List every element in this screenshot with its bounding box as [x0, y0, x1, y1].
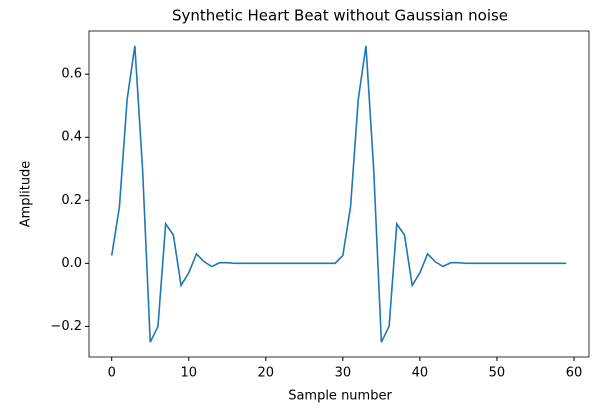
- chart-title: Synthetic Heart Beat without Gaussian no…: [172, 7, 508, 25]
- x-tick-label: 30: [335, 366, 352, 381]
- x-tick-label: 0: [108, 366, 116, 381]
- plot-frame: [88, 30, 590, 358]
- y-tick-label: 0.2: [61, 193, 82, 208]
- x-tick-label: 10: [180, 366, 197, 381]
- y-axis-label: Amplitude: [19, 161, 34, 228]
- y-tick-label: 0.0: [61, 256, 82, 271]
- x-tick-label: 20: [258, 366, 275, 381]
- x-tick-label: 40: [412, 366, 429, 381]
- y-tick-label: 0.4: [61, 130, 82, 145]
- y-tick-label: 0.6: [61, 67, 82, 82]
- data-line: [110, 45, 567, 343]
- x-tick-label: 60: [566, 366, 583, 381]
- x-axis-label: Sample number: [288, 389, 392, 404]
- x-tick-label: 50: [489, 366, 506, 381]
- y-tick-label: −0.2: [50, 319, 82, 334]
